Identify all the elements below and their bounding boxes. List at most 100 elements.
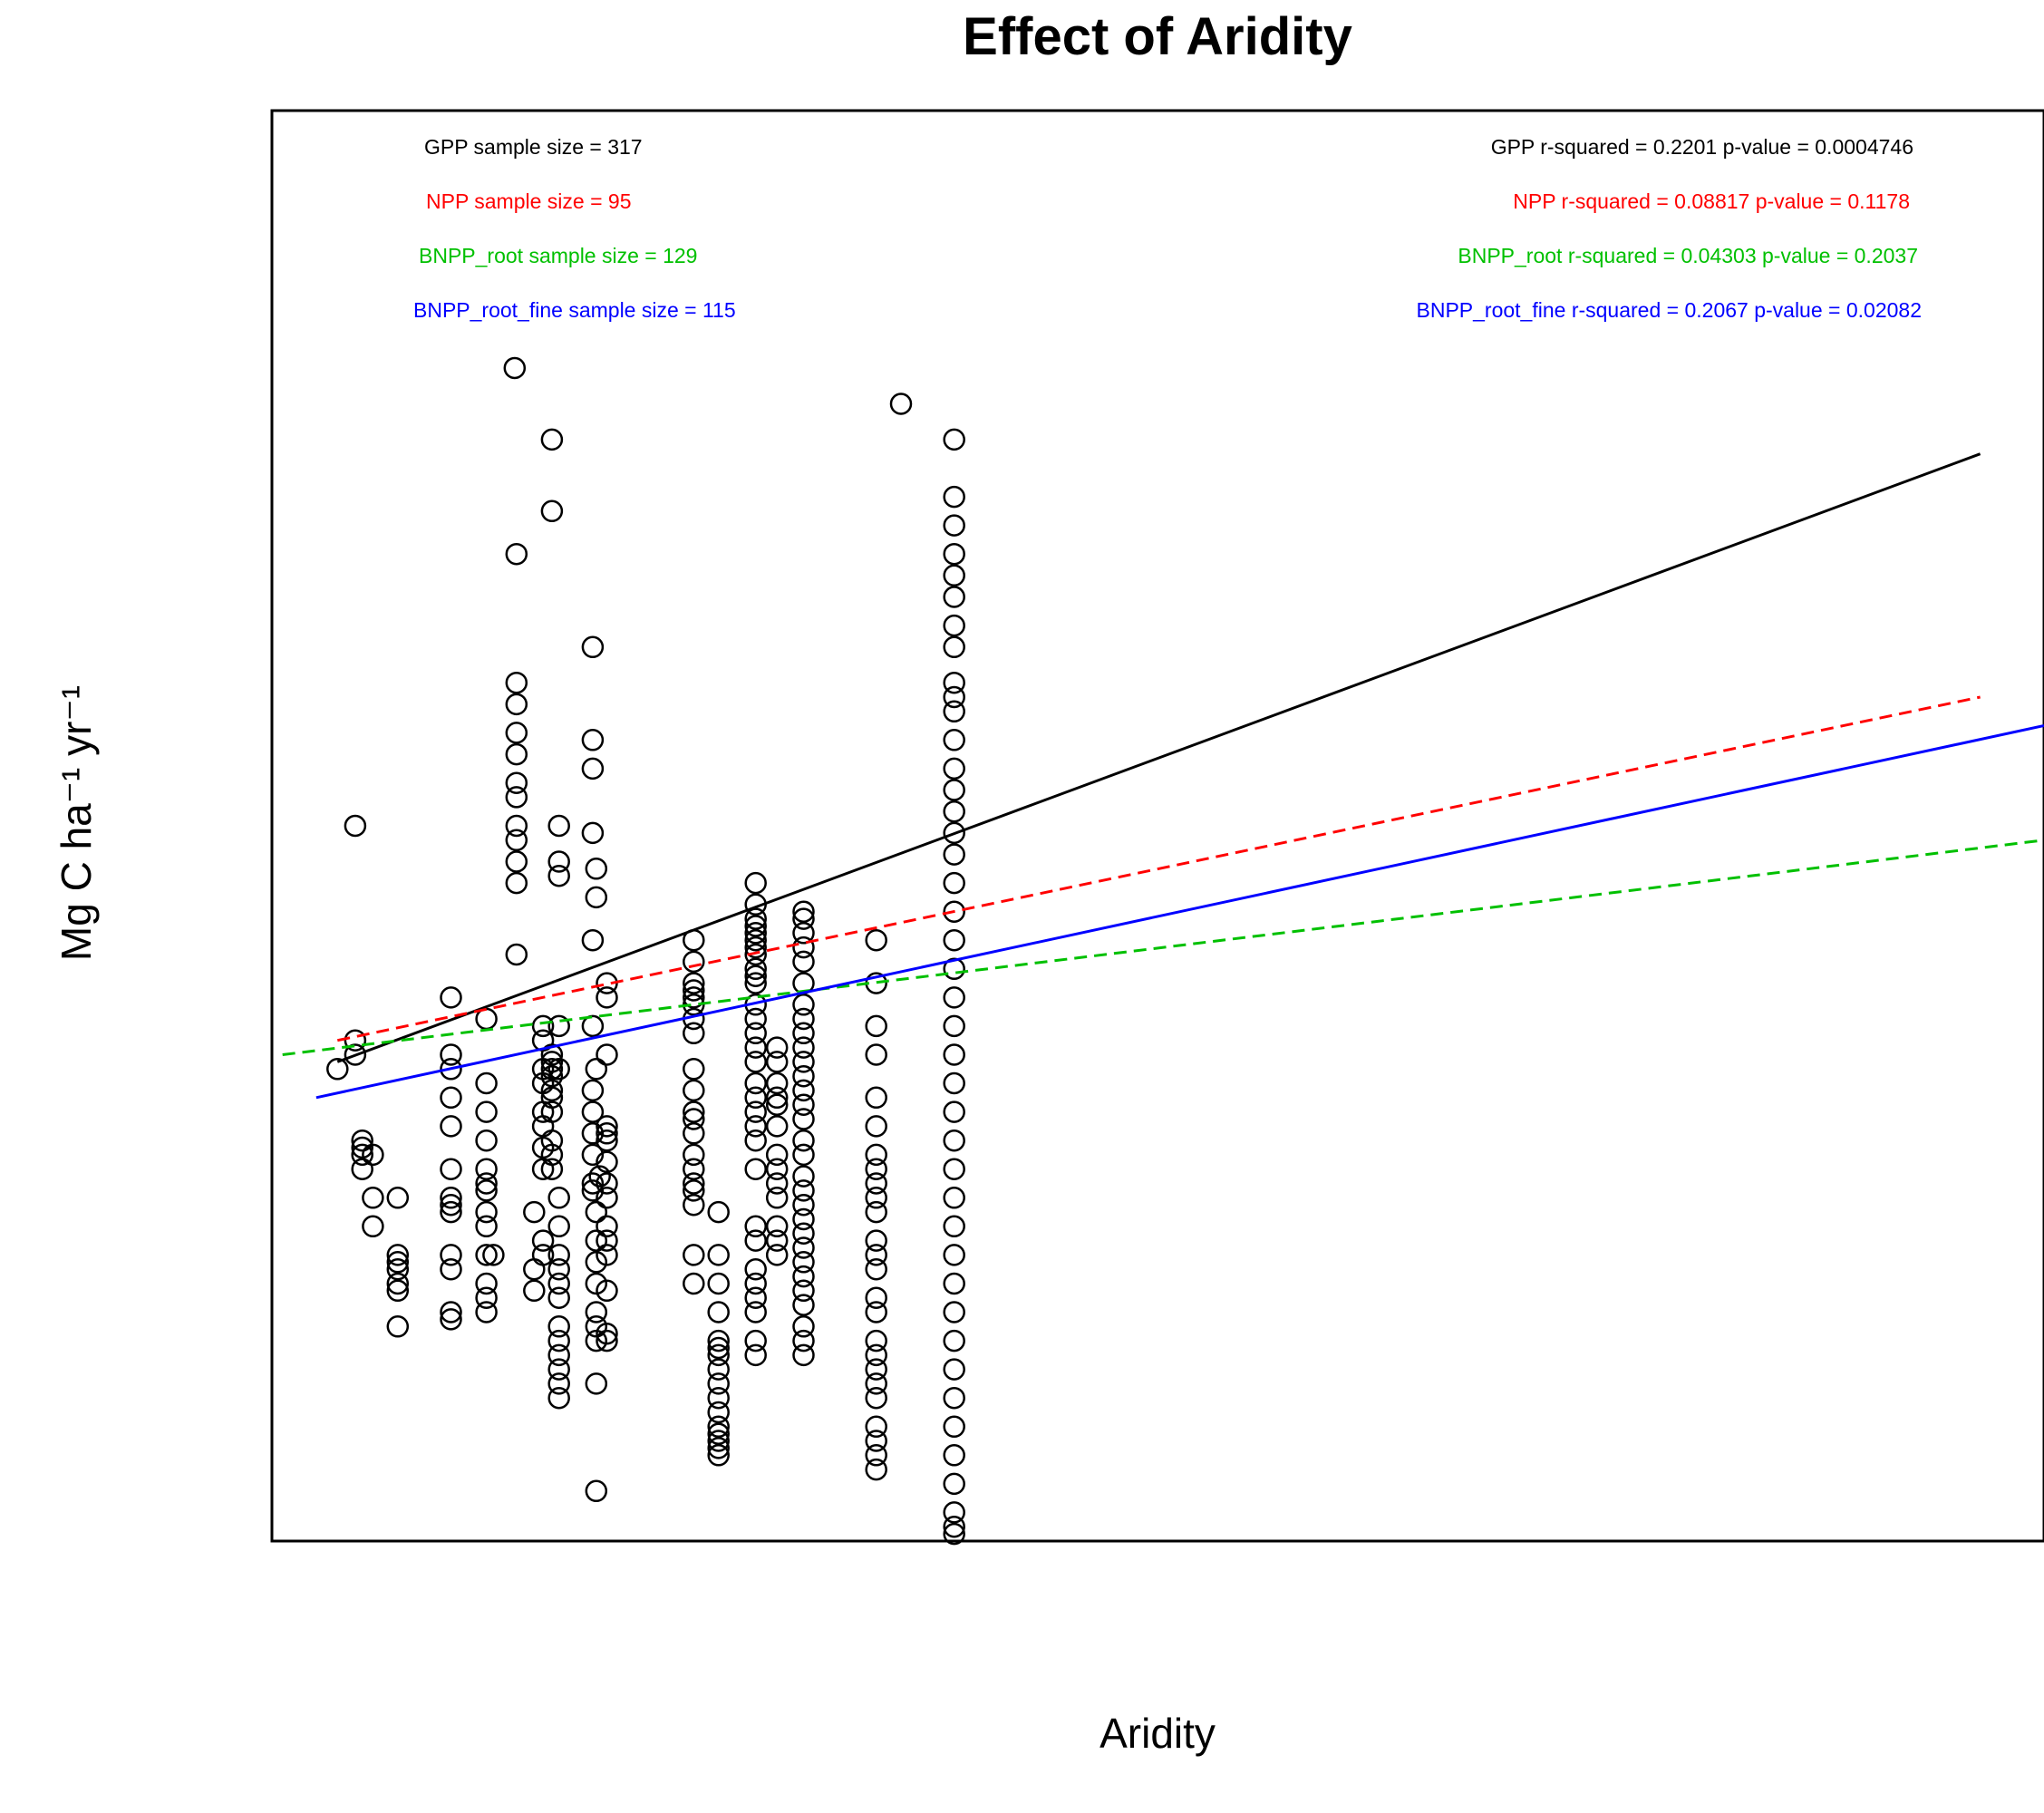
x-axis-label: Aridity — [1099, 1710, 1216, 1757]
gpp-point — [865, 1229, 887, 1252]
gpp-point — [943, 685, 965, 709]
gpp-point — [386, 1257, 410, 1281]
gpp-point — [581, 635, 605, 659]
gpp-point — [744, 1051, 767, 1073]
gpp-point — [505, 742, 528, 766]
gpp-point — [943, 485, 965, 509]
gpp-point — [744, 1022, 767, 1045]
gpp-point — [744, 922, 767, 945]
gpp-point — [792, 1143, 815, 1167]
gpp-point — [744, 1007, 767, 1031]
gpp-point — [792, 1036, 815, 1059]
gpp-point — [683, 979, 705, 1002]
gpp-point — [765, 1229, 789, 1252]
gpp-point — [585, 1251, 608, 1274]
gpp-point — [865, 928, 887, 952]
gpp-point — [765, 1086, 789, 1110]
gpp-point — [744, 1158, 767, 1180]
gpp-point — [943, 700, 965, 723]
gpp-point — [792, 1207, 815, 1231]
gpp-point — [792, 1079, 815, 1102]
gpp-point — [547, 1244, 570, 1266]
gpp-point — [596, 1187, 618, 1209]
gpp-point — [943, 1215, 965, 1238]
npp-fit-stats-label: NPP r-squared = 0.08817 p-value = 0.1178 — [1513, 189, 1910, 213]
gpp-point — [707, 1422, 730, 1445]
gpp-point — [744, 1257, 767, 1281]
gpp-point — [744, 1036, 767, 1059]
gpp-point — [585, 1200, 608, 1224]
gpp-point — [585, 1372, 608, 1395]
gpp-point — [547, 1329, 570, 1352]
gpp-point — [503, 356, 527, 380]
gpp-point — [865, 1415, 887, 1439]
gpp-point — [585, 1315, 608, 1338]
gpp-point — [596, 1150, 618, 1174]
gpp-point — [943, 1386, 965, 1410]
gpp-point — [744, 1343, 767, 1367]
gpp-point — [865, 1014, 887, 1038]
gpp-point — [547, 1358, 570, 1381]
gpp-point — [744, 1301, 767, 1323]
gpp-point — [792, 1051, 815, 1073]
gpp-point — [547, 1372, 570, 1395]
gpp-point — [547, 1272, 570, 1295]
points-layer — [326, 356, 965, 1546]
gpp-point — [865, 1358, 887, 1381]
gpp-point — [596, 1329, 618, 1352]
gpp-point — [547, 1215, 570, 1238]
gpp-point — [547, 1343, 570, 1367]
gpp-point — [547, 850, 570, 873]
gpp-point — [683, 1172, 705, 1195]
gpp-point — [475, 1179, 498, 1202]
plot-frame — [270, 109, 2044, 1543]
gpp-point — [440, 1308, 462, 1331]
gpp-point — [865, 1043, 887, 1066]
gpp-point — [581, 1179, 605, 1202]
gpp-point — [531, 1115, 555, 1138]
gpp-point — [865, 1115, 887, 1138]
gpp-point — [943, 928, 965, 952]
gpp-point — [744, 1100, 767, 1123]
gpp-point — [865, 1444, 887, 1467]
gpp-point — [540, 499, 564, 523]
gpp-point — [943, 1129, 965, 1152]
gpp-point — [547, 1315, 570, 1338]
gpp-point — [792, 994, 815, 1016]
gpp-point — [889, 393, 913, 415]
gpp-point — [865, 1386, 887, 1410]
gpp-point — [765, 1172, 789, 1195]
gpp-point — [865, 1343, 887, 1367]
gpp-point — [792, 1007, 815, 1031]
gpp-fit-line — [336, 452, 1981, 1063]
gpp-point — [707, 1437, 730, 1459]
gpp-point — [943, 757, 965, 780]
gpp-point — [744, 943, 767, 966]
gpp-point — [581, 729, 605, 751]
chart-title: Effect of Aridity — [963, 7, 1352, 66]
gpp-point — [765, 1215, 789, 1238]
gpp-point — [386, 1272, 410, 1295]
gpp-point — [744, 1286, 767, 1309]
gpp-point — [865, 1158, 887, 1180]
gpp-point — [943, 1444, 965, 1467]
gpp-point — [440, 1257, 462, 1281]
gpp-point — [440, 1301, 462, 1323]
gpp-point — [943, 671, 965, 694]
gpp-point — [707, 1272, 730, 1295]
gpp-point — [351, 1129, 373, 1152]
gpp-point — [547, 1257, 570, 1281]
gpp-point — [362, 1187, 384, 1209]
npp-fit-line — [336, 695, 1981, 1042]
gpp-point — [792, 1022, 815, 1045]
gpp-point — [440, 986, 462, 1009]
gpp-point — [585, 1479, 608, 1503]
gpp-point — [744, 907, 767, 930]
gpp-point — [581, 1143, 605, 1167]
bnpp-root-fine-fit-line — [315, 724, 2044, 1100]
gpp-point — [505, 814, 528, 838]
gpp-point — [744, 928, 767, 952]
gpp-point — [683, 1272, 705, 1295]
gpp-point — [362, 1215, 384, 1238]
gpp-point — [585, 886, 608, 909]
